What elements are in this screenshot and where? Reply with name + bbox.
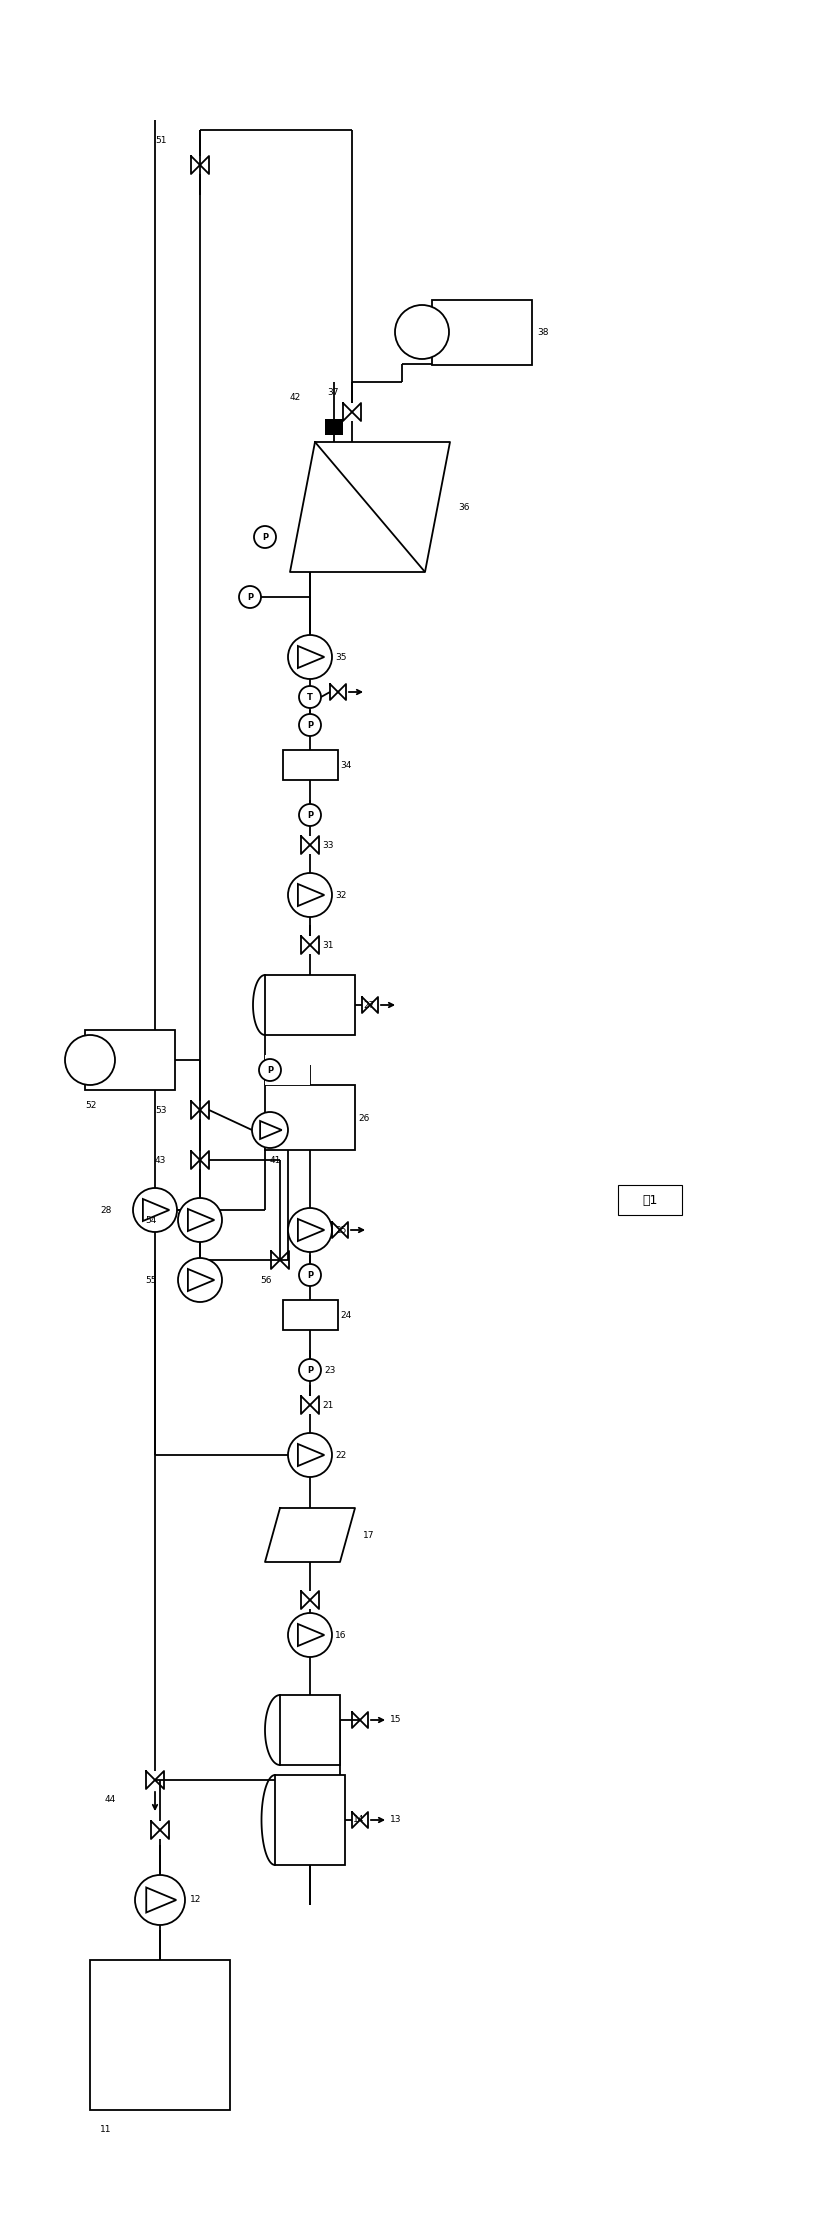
- Bar: [275, 1774, 345, 1866]
- Text: 26: 26: [358, 1113, 369, 1122]
- Text: 53: 53: [155, 1107, 166, 1116]
- Text: 55: 55: [145, 1275, 156, 1284]
- Text: 11: 11: [100, 2126, 111, 2135]
- Circle shape: [178, 1198, 222, 1241]
- Text: 28: 28: [100, 1205, 111, 1214]
- Text: P: P: [247, 594, 253, 603]
- Text: P: P: [307, 1366, 313, 1375]
- Circle shape: [288, 1207, 332, 1252]
- Text: T: T: [307, 692, 313, 701]
- Circle shape: [299, 1263, 321, 1286]
- Circle shape: [299, 715, 321, 737]
- Circle shape: [65, 1035, 115, 1084]
- Text: 52: 52: [85, 1100, 97, 1109]
- Bar: [85, 1030, 175, 1091]
- Text: 33: 33: [322, 840, 334, 849]
- Circle shape: [259, 1060, 281, 1082]
- Text: 54: 54: [145, 1216, 156, 1225]
- Text: P: P: [307, 1270, 313, 1279]
- Text: 34: 34: [340, 762, 351, 771]
- Bar: [265, 974, 355, 1035]
- Text: 21: 21: [322, 1400, 334, 1409]
- Text: 15: 15: [390, 1716, 402, 1725]
- Text: 31: 31: [322, 941, 334, 950]
- Circle shape: [135, 1875, 185, 1924]
- Bar: [283, 1299, 338, 1331]
- Circle shape: [239, 587, 261, 607]
- Circle shape: [395, 305, 449, 358]
- Text: 44: 44: [105, 1796, 116, 1805]
- Text: 16: 16: [335, 1631, 346, 1640]
- Text: 56: 56: [260, 1275, 271, 1284]
- Text: 37: 37: [327, 388, 339, 396]
- Bar: [618, 1185, 682, 1214]
- Circle shape: [299, 804, 321, 827]
- Text: 38: 38: [537, 327, 548, 336]
- Circle shape: [288, 874, 332, 916]
- Bar: [280, 1696, 340, 1765]
- Bar: [283, 750, 338, 780]
- Circle shape: [133, 1187, 177, 1232]
- Text: 32: 32: [335, 892, 346, 900]
- Text: 22: 22: [335, 1452, 346, 1460]
- Text: 36: 36: [458, 502, 469, 511]
- Circle shape: [288, 634, 332, 679]
- Circle shape: [299, 1360, 321, 1382]
- Text: 25: 25: [335, 1225, 346, 1234]
- Text: 17: 17: [363, 1530, 374, 1539]
- Text: 51: 51: [155, 134, 166, 146]
- Circle shape: [254, 526, 276, 549]
- Text: 27: 27: [363, 1001, 374, 1010]
- Bar: [432, 300, 532, 365]
- Bar: [265, 1084, 355, 1149]
- Text: P: P: [262, 533, 268, 542]
- Circle shape: [288, 1613, 332, 1658]
- Bar: [90, 1960, 230, 2110]
- Circle shape: [288, 1434, 332, 1476]
- Text: 24: 24: [340, 1310, 351, 1319]
- Text: 43: 43: [155, 1156, 166, 1165]
- Circle shape: [252, 1111, 288, 1149]
- Text: 23: 23: [324, 1366, 335, 1375]
- Text: 42: 42: [290, 392, 301, 401]
- Bar: [265, 1055, 310, 1084]
- Text: 35: 35: [335, 652, 346, 661]
- Text: 13: 13: [390, 1814, 402, 1826]
- Bar: [325, 419, 343, 435]
- Circle shape: [178, 1259, 222, 1301]
- Text: 14: 14: [353, 1814, 364, 1826]
- Text: P: P: [267, 1066, 273, 1075]
- Text: 图1: 图1: [642, 1194, 657, 1207]
- Text: P: P: [307, 811, 313, 820]
- Text: P: P: [307, 721, 313, 730]
- Circle shape: [299, 685, 321, 708]
- Text: 12: 12: [190, 1895, 201, 1904]
- Text: 41: 41: [270, 1156, 281, 1165]
